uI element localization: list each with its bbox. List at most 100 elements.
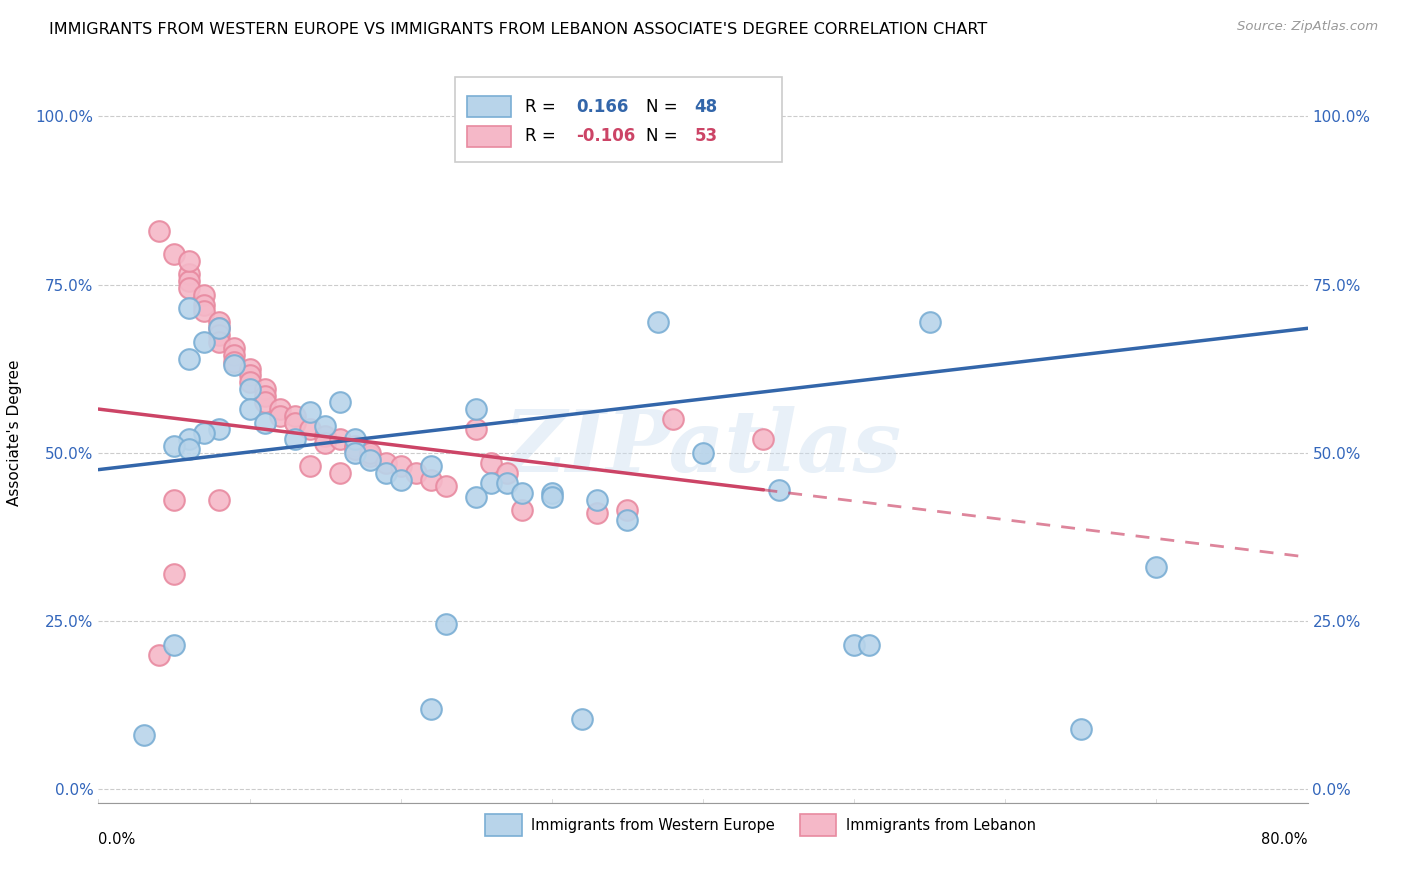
Point (389, 473, 412, 487)
Point (163, 439, 186, 453)
Point (692, 120, 714, 134)
Point (193, 287, 215, 301)
Point (844, 638, 866, 652)
Point (465, 402, 488, 417)
Point (858, 638, 880, 652)
Point (193, 298, 215, 312)
Point (707, 139, 730, 153)
Point (193, 304, 215, 318)
Point (179, 442, 201, 457)
Text: Immigrants from Western Europe: Immigrants from Western Europe (531, 817, 775, 832)
FancyBboxPatch shape (467, 96, 510, 117)
Point (344, 433, 367, 447)
Point (299, 422, 322, 436)
Point (284, 433, 307, 447)
Text: R =: R = (526, 128, 561, 145)
Point (208, 492, 231, 507)
Point (420, 459, 443, 474)
Point (208, 321, 231, 335)
Point (208, 422, 231, 436)
Point (179, 351, 201, 366)
Point (253, 395, 276, 409)
Text: -0.106: -0.106 (576, 128, 636, 145)
Text: 53: 53 (695, 128, 717, 145)
Text: N =: N = (647, 98, 683, 116)
Point (661, 412, 683, 426)
Point (434, 479, 457, 493)
Point (132, 729, 155, 743)
Point (314, 435, 336, 450)
Text: IMMIGRANTS FROM WESTERN EUROPE VS IMMIGRANTS FROM LEBANON ASSOCIATE'S DEGREE COR: IMMIGRANTS FROM WESTERN EUROPE VS IMMIGR… (49, 22, 987, 37)
Point (208, 321, 231, 335)
Point (193, 334, 215, 349)
Point (224, 342, 246, 356)
Point (616, 513, 638, 527)
Point (405, 466, 427, 480)
Point (148, 648, 170, 662)
Point (179, 254, 201, 268)
FancyBboxPatch shape (467, 126, 510, 147)
Point (314, 418, 336, 433)
FancyBboxPatch shape (485, 814, 522, 836)
Point (208, 328, 231, 343)
Point (253, 382, 276, 396)
Text: 48: 48 (695, 98, 717, 116)
Point (374, 456, 396, 470)
FancyBboxPatch shape (800, 814, 837, 836)
Text: Source: ZipAtlas.com: Source: ZipAtlas.com (1237, 20, 1378, 33)
Point (481, 476, 503, 491)
Point (389, 459, 412, 474)
Point (239, 382, 262, 396)
Text: Immigrants from Lebanon: Immigrants from Lebanon (845, 817, 1036, 832)
FancyBboxPatch shape (456, 78, 782, 162)
Point (239, 402, 262, 417)
Point (481, 456, 503, 470)
Point (768, 483, 790, 497)
Point (540, 486, 562, 500)
Point (208, 315, 231, 329)
Point (239, 361, 262, 376)
Point (224, 355, 246, 369)
Point (163, 566, 186, 581)
Text: 0.166: 0.166 (576, 98, 628, 116)
Point (329, 466, 352, 480)
Point (692, 446, 714, 460)
Point (163, 638, 186, 652)
Point (1144, 560, 1167, 574)
Point (179, 433, 201, 447)
Point (179, 281, 201, 295)
Point (360, 452, 382, 467)
Point (616, 503, 638, 517)
Point (495, 476, 517, 491)
Point (918, 315, 941, 329)
Point (284, 409, 307, 423)
Point (374, 466, 396, 480)
Point (269, 402, 291, 417)
Point (420, 473, 443, 487)
Point (148, 224, 170, 238)
Point (1070, 722, 1092, 736)
Point (495, 466, 517, 480)
Point (510, 486, 533, 500)
Y-axis label: Associate's Degree: Associate's Degree (7, 359, 21, 506)
Point (510, 503, 533, 517)
Point (314, 429, 336, 443)
Text: ZIPatlas: ZIPatlas (503, 406, 903, 489)
Text: N =: N = (647, 128, 683, 145)
Point (239, 368, 262, 383)
Point (299, 405, 322, 419)
Point (253, 389, 276, 403)
Point (163, 492, 186, 507)
Point (224, 359, 246, 373)
Point (360, 449, 382, 463)
Point (586, 507, 609, 521)
Point (344, 439, 367, 453)
Point (284, 416, 307, 430)
Text: 80.0%: 80.0% (1261, 832, 1308, 847)
Point (344, 446, 367, 460)
Point (163, 247, 186, 261)
Point (179, 301, 201, 315)
Text: 0.0%: 0.0% (98, 832, 135, 847)
Point (208, 334, 231, 349)
Point (661, 126, 683, 140)
